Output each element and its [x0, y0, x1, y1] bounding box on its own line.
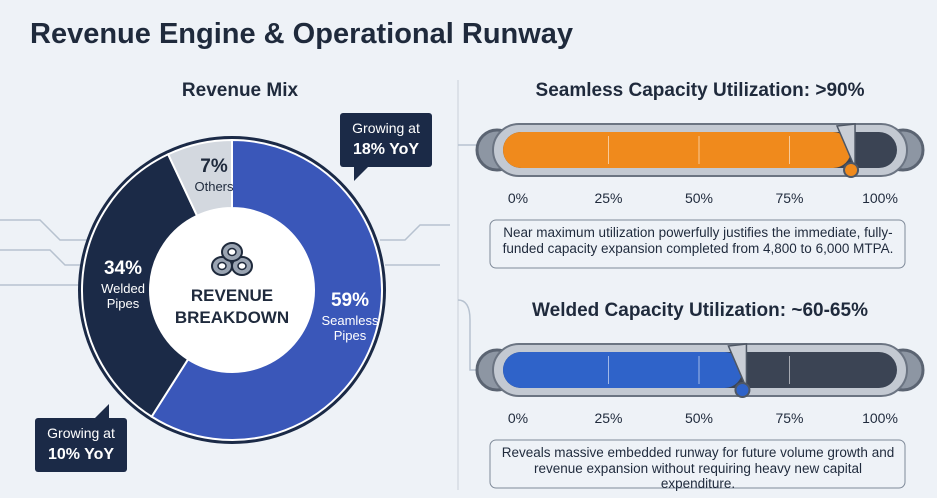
tick-label: 25%	[594, 410, 623, 426]
tick-label: 25%	[594, 190, 623, 206]
caption-box	[489, 439, 906, 489]
tick-label: 100%	[862, 190, 898, 206]
tick-label: 75%	[775, 190, 804, 206]
tick-label: 75%	[775, 410, 804, 426]
gauge-fill	[503, 132, 852, 168]
gauge-fill	[503, 352, 743, 388]
center-label: BREAKDOWN	[174, 308, 290, 327]
pipe-icon	[227, 247, 237, 257]
gauge-title: Seamless Capacity Utilization: >90%	[535, 80, 865, 101]
callout-text: 18% YoY	[352, 141, 420, 158]
page-title: Revenue Engine & Operational Runway	[30, 18, 574, 50]
donut-segment	[166, 138, 233, 218]
tick-label: 50%	[684, 190, 714, 206]
callout-box	[35, 418, 127, 472]
caption-box	[489, 219, 906, 269]
chart-title: Revenue Mix	[181, 80, 299, 101]
circuit-lines	[0, 144, 485, 371]
callout-text: Growing at	[352, 120, 420, 136]
pipe-icon	[237, 261, 247, 271]
callout-pointer	[95, 404, 109, 418]
category-label: Seamless Pipes	[321, 313, 379, 343]
callout-text: 10% YoY	[47, 446, 115, 463]
value-label: 7%	[200, 156, 228, 177]
tick-label: 0%	[507, 410, 529, 426]
value-label: 59%	[330, 290, 370, 311]
value-label: 34%	[103, 258, 143, 279]
gauge-needle	[835, 123, 856, 169]
needle-hub	[843, 162, 860, 178]
category-label: Welded Pipes	[101, 281, 145, 311]
callout-pointer	[354, 167, 368, 181]
caption: Reveals massive embedded runway for futu…	[501, 445, 895, 492]
tick-label: 50%	[684, 410, 714, 426]
tick-label: 100%	[862, 410, 898, 426]
needle-hub	[734, 382, 751, 398]
callout-text: Growing at	[47, 425, 115, 441]
caption: Near maximum utilization powerfully just…	[502, 225, 894, 256]
center-label: REVENUE	[190, 286, 274, 305]
donut-hole	[150, 208, 314, 372]
category-label: Others	[194, 179, 234, 194]
tick-label: 0%	[507, 190, 529, 206]
callout-box	[340, 113, 432, 167]
gauge-needle	[727, 343, 748, 389]
pipe-icon	[217, 261, 227, 271]
gauge-title: Welded Capacity Utilization: ~60-65%	[532, 300, 868, 321]
